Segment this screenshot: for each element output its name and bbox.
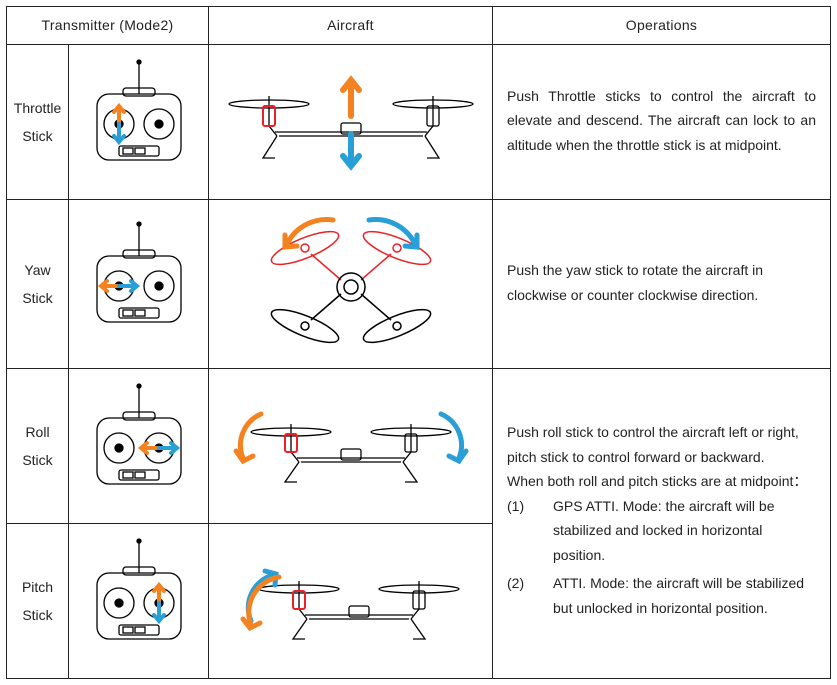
label-pitch-l1: Pitch [22, 579, 53, 595]
list-text-1: GPS ATTI. Mode: the aircraft will be sta… [553, 494, 816, 568]
ops-rollpitch-list: (1) GPS ATTI. Mode: the aircraft will be… [507, 494, 816, 621]
ops-rollpitch-intro1: Push roll stick to control the aircraft … [507, 420, 816, 469]
transmitter-yaw [69, 199, 209, 368]
remote-left-leftright-icon [79, 220, 199, 348]
row-label-pitch: Pitch Stick [7, 523, 69, 678]
header-aircraft: Aircraft [209, 7, 493, 45]
label-throttle-l1: Throttle [14, 100, 61, 116]
transmitter-pitch [69, 523, 209, 678]
list-text-2: ATTI. Mode: the aircraft will be stabili… [553, 571, 816, 620]
label-yaw-l1: Yaw Stick [22, 262, 52, 306]
list-num-2: (2) [507, 571, 553, 620]
drone-side-pitch-icon [221, 535, 481, 667]
header-operations: Operations [493, 7, 831, 45]
drone-side-updown-icon [221, 56, 481, 188]
remote-right-leftright-icon [79, 382, 199, 510]
header-transmitter: Transmitter (Mode2) [7, 7, 209, 45]
ops-roll-pitch: Push roll stick to control the aircraft … [493, 368, 831, 678]
aircraft-yaw [209, 199, 493, 368]
ops-yaw: Push the yaw stick to rotate the aircraf… [493, 199, 831, 368]
list-item: (1) GPS ATTI. Mode: the aircraft will be… [507, 494, 816, 568]
transmitter-roll [69, 368, 209, 523]
controls-table: Transmitter (Mode2) Aircraft Operations … [6, 6, 831, 679]
row-label-yaw: Yaw Stick [7, 199, 69, 368]
transmitter-throttle [69, 44, 209, 199]
aircraft-throttle [209, 44, 493, 199]
ops-throttle: Push Throttle sticks to control the airc… [493, 44, 831, 199]
list-item: (2) ATTI. Mode: the aircraft will be sta… [507, 571, 816, 620]
ops-rollpitch-intro2: When both roll and pitch sticks are at m… [507, 469, 816, 494]
drone-side-tilt-icon [221, 380, 481, 512]
ops-yaw-text: Push the yaw stick to rotate the aircraf… [507, 258, 816, 307]
label-pitch-l2: Stick [22, 607, 52, 623]
label-roll-l1: Roll Stick [22, 424, 52, 468]
row-label-throttle: Throttle Stick [7, 44, 69, 199]
remote-left-updown-icon [79, 58, 199, 186]
aircraft-pitch [209, 523, 493, 678]
aircraft-roll [209, 368, 493, 523]
drone-top-rotate-icon [241, 204, 461, 364]
ops-throttle-text: Push Throttle sticks to control the airc… [507, 84, 816, 158]
label-throttle-l2: Stick [22, 128, 52, 144]
remote-right-updown-icon [79, 537, 199, 665]
list-num-1: (1) [507, 494, 553, 568]
row-label-roll: Roll Stick [7, 368, 69, 523]
